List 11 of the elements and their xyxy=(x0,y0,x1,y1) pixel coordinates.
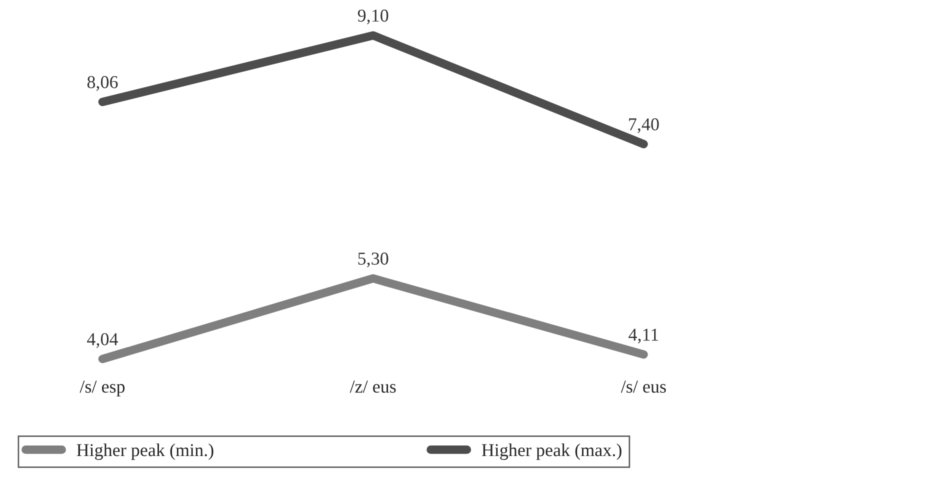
data-label: 4,11 xyxy=(628,328,658,344)
legend-label: Higher peak (max.) xyxy=(482,444,622,460)
legend-label: Higher peak (min.) xyxy=(76,444,214,460)
data-label: 4,04 xyxy=(87,333,118,348)
data-label: 8,06 xyxy=(87,76,118,91)
data-label: 7,40 xyxy=(629,118,659,134)
x-tick-label: /s/ esp xyxy=(80,380,125,396)
data-label: 9,10 xyxy=(358,10,388,24)
x-tick-label: /z/ eus xyxy=(350,380,396,393)
data-label: 5,30 xyxy=(358,252,388,268)
x-tick-label: /s/ eus xyxy=(620,380,666,393)
